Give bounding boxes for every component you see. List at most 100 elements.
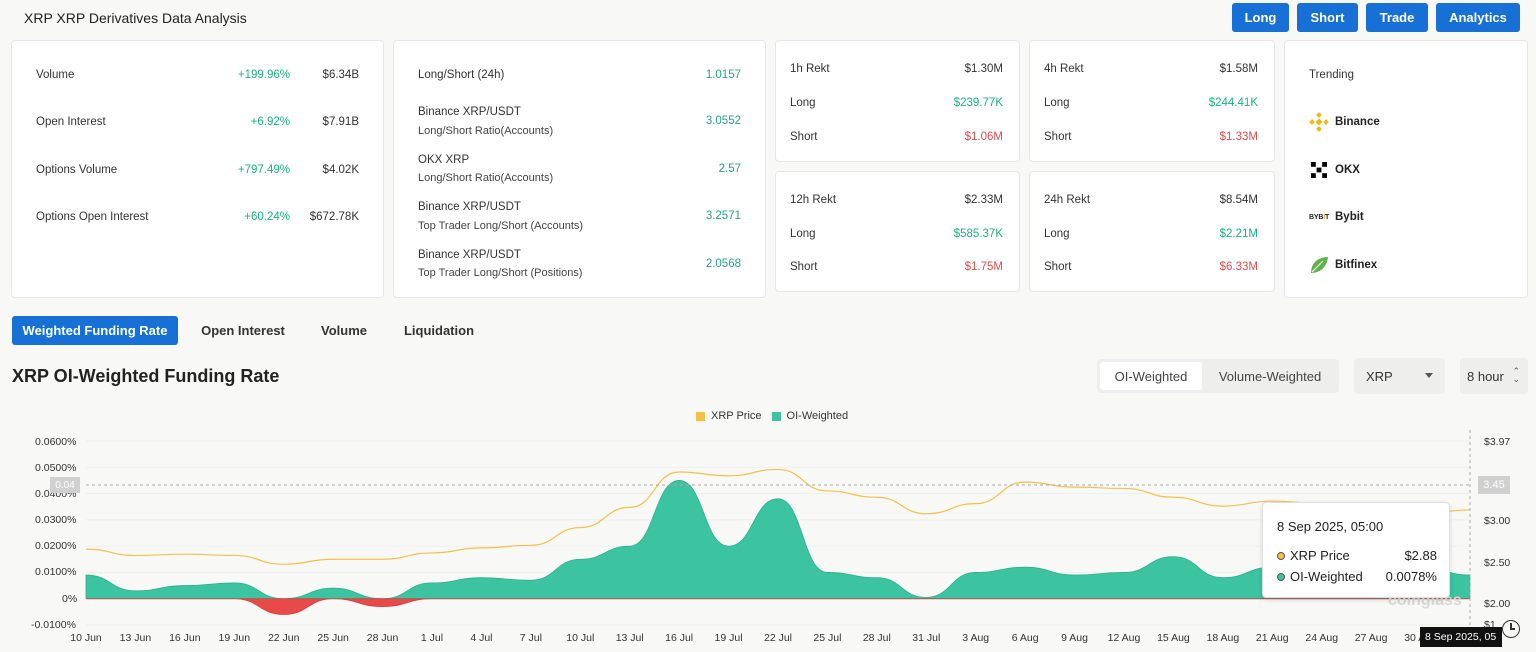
x-axis-tick: 10 Jun — [70, 632, 102, 644]
oi-weighted-point — [1221, 576, 1225, 580]
xrp-price-point — [825, 489, 829, 493]
rekt-total: $1.30M — [964, 63, 1003, 75]
oi-weighted-option[interactable]: OI-Weighted — [1100, 362, 1202, 390]
rekt-long-label: Long — [790, 228, 816, 240]
tab-weighted-funding-rate[interactable]: Weighted Funding Rate — [12, 316, 178, 345]
legend-label-funding[interactable]: OI-Weighted — [786, 410, 849, 422]
xrp-price-point — [183, 552, 187, 556]
tooltip-rate-row: OI-Weighted 0.0078% — [1277, 569, 1437, 584]
trending-item-bybit[interactable]: BYB I T Bybit — [1309, 207, 1364, 227]
rekt-total: $2.33M — [964, 194, 1003, 206]
rekt-short-label: Short — [790, 131, 818, 143]
y-right-tick: $3.97 — [1484, 436, 1511, 448]
ratio-sublabel: Top Trader Long/Short (Positions) — [418, 267, 583, 279]
rekt-label: 24h Rekt — [1044, 194, 1091, 206]
oi-weighted-point — [529, 578, 533, 582]
oi-weighted-point — [1073, 573, 1077, 577]
y-left-tick: 0% — [62, 593, 78, 605]
tooltip-price-value: $2.88 — [1404, 548, 1437, 563]
clock-icon[interactable] — [1502, 620, 1520, 638]
y-right-tick: $2.00 — [1484, 598, 1511, 610]
xrp-price-point — [776, 467, 780, 471]
oi-weighted-point — [727, 544, 731, 548]
x-axis-tick: 27 Aug — [1354, 632, 1388, 644]
tooltip-price-row: XRP Price $2.88 — [1277, 548, 1437, 563]
x-axis-tick: 1 Jul — [420, 632, 444, 644]
x-axis-tick: 13 Jul — [615, 632, 644, 644]
trending-item-binance[interactable]: Binance — [1309, 112, 1380, 132]
oi-weighted-point — [1023, 565, 1027, 569]
ratio-label: Long/Short (24h) — [418, 69, 505, 81]
ratio-label: Binance XRP/USDT — [418, 249, 521, 261]
rekt-short-value: $6.33M — [1219, 261, 1258, 273]
x-axis-tick: 16 Jul — [665, 632, 694, 644]
trending-item-okx[interactable]: OKX — [1309, 160, 1360, 180]
oi-weighted-point — [825, 570, 829, 574]
rekt-long-label: Long — [1044, 228, 1070, 240]
tooltip-rate-value: 0.0078% — [1385, 569, 1437, 584]
volume-weighted-option[interactable]: Volume-Weighted — [1218, 368, 1322, 384]
oi-weighted-point — [578, 557, 582, 561]
oi-weighted-point — [282, 612, 286, 616]
tab-volume[interactable]: Volume — [321, 323, 367, 338]
oi-weighted-point — [628, 544, 632, 548]
market-label: Volume — [36, 69, 75, 81]
xrp-price-point — [133, 553, 137, 557]
ratio-sublabel: Long/Short Ratio(Accounts) — [418, 125, 554, 137]
tooltip-date: 8 Sep 2025, 05:00 — [1277, 519, 1384, 534]
oi-weighted-point — [1122, 570, 1126, 574]
xrp-price-point — [924, 512, 928, 516]
okx-icon — [1309, 160, 1329, 180]
tab-open-interest[interactable]: Open Interest — [201, 323, 285, 338]
x-axis-tick: 21 Aug — [1255, 632, 1289, 644]
short-button[interactable]: Short — [1297, 3, 1358, 32]
xrp-price-point — [1122, 486, 1126, 490]
x-axis-tick: 28 Jul — [862, 632, 891, 644]
xrp-price-line — [85, 468, 1471, 565]
oi-weighted-point — [430, 581, 434, 585]
trending-title: Trending — [1309, 69, 1354, 81]
market-value: $7.91B — [322, 116, 359, 128]
rekt-label: 12h Rekt — [790, 194, 837, 206]
bybit-icon: BYB I T — [1309, 213, 1330, 221]
coin-select[interactable]: XRP — [1354, 358, 1445, 394]
oi-weighted-point — [776, 497, 780, 501]
ratio-label: Binance XRP/USDT — [418, 106, 521, 118]
analytics-button[interactable]: Analytics — [1436, 3, 1520, 32]
x-axis-tick: 18 Aug — [1206, 632, 1240, 644]
x-axis-tick: 7 Jul — [519, 632, 542, 644]
x-axis-tick: 19 Jun — [218, 632, 251, 644]
x-axis-tick: 31 Jul — [912, 632, 941, 644]
xrp-price-point — [84, 547, 88, 551]
market-change: +60.24% — [244, 211, 290, 223]
xrp-price-point — [331, 557, 335, 561]
ratio-sublabel: Top Trader Long/Short (Accounts) — [418, 220, 584, 232]
xrp-price-point — [479, 546, 483, 550]
tab-liquidation[interactable]: Liquidation — [403, 323, 475, 338]
chart-legend: XRP Price OI-Weighted — [696, 410, 848, 422]
oi-weighted-point — [381, 605, 385, 609]
interval-select[interactable]: 8 hour ⌃ ⌄ — [1460, 358, 1528, 394]
crosshair-x-marker: 8 Sep 2025, 05 — [1420, 627, 1502, 647]
rekt-label: 4h Rekt — [1044, 63, 1084, 75]
long-button[interactable]: Long — [1232, 3, 1289, 32]
trade-button[interactable]: Trade — [1366, 3, 1428, 32]
trending-label: Bitfinex — [1335, 259, 1378, 271]
x-axis-tick: 16 Jun — [169, 632, 201, 644]
legend-label-price[interactable]: XRP Price — [711, 410, 762, 422]
market-value: $4.02K — [322, 164, 359, 176]
rekt-total: $1.58M — [1219, 63, 1258, 75]
x-axis-tick: 22 Jul — [763, 632, 793, 644]
trending-item-bitfinex[interactable]: Bitfinex — [1309, 255, 1377, 275]
rekt-card: 4h Rekt $1.58M Long $244.41K Short $1.33… — [1029, 40, 1275, 162]
trending-label: Bybit — [1335, 211, 1364, 223]
trending-label: Binance — [1335, 116, 1380, 128]
ratio-label: OKX XRP — [418, 154, 470, 166]
xrp-price-point — [529, 543, 533, 547]
ratio-value: 2.0568 — [705, 258, 741, 270]
market-label: Options Open Interest — [36, 211, 149, 223]
market-value: $672.78K — [309, 211, 359, 223]
rekt-card: 12h Rekt $2.33M Long $585.37K Short $1.7… — [775, 171, 1020, 292]
y-left-tick: 0.0500% — [35, 462, 77, 474]
